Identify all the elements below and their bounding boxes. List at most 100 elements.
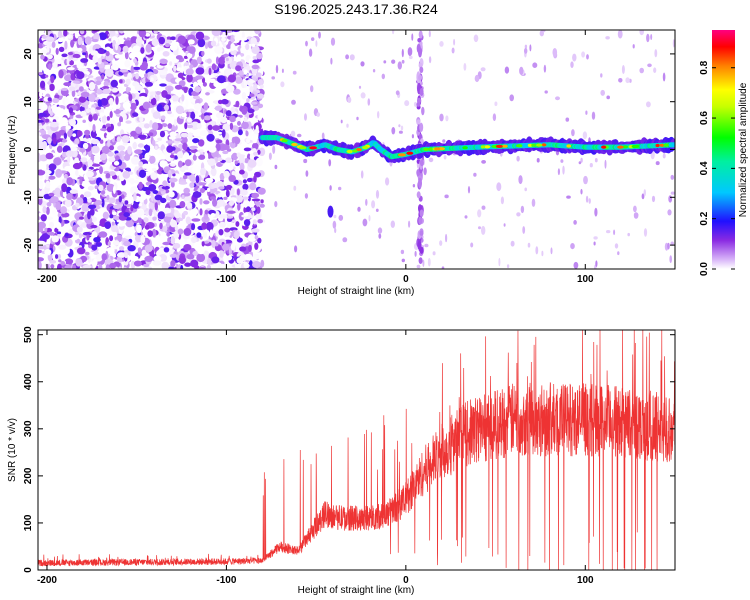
heatmap-blob: [252, 151, 258, 156]
heatmap-blob: [498, 257, 501, 267]
heatmap-blob: [189, 173, 196, 182]
heatmap-blob: [124, 200, 129, 205]
heatmap-blob: [94, 80, 102, 86]
heatmap-blob: [408, 55, 413, 60]
heatmap-blob: [98, 231, 108, 238]
heatmap-blob: [481, 205, 486, 210]
heatmap-blob: [367, 98, 371, 106]
heatmap-blob: [477, 209, 482, 218]
heatmap-blob: [509, 94, 514, 102]
heatmap-blob: [232, 30, 240, 33]
heatmap-blob: [117, 122, 122, 127]
heatmap-blob: [342, 237, 348, 243]
heatmap-blob: [524, 44, 528, 49]
spectrogram-y-label: Frequency (Hz): [7, 116, 18, 185]
heatmap-blob: [178, 255, 186, 264]
heatmap-blob: [251, 228, 260, 233]
heatmap-blob: [106, 178, 111, 184]
signal-peak: [531, 143, 536, 147]
heatmap-blob: [115, 43, 118, 51]
heatmap-blob: [50, 75, 55, 84]
heatmap-blob: [233, 88, 241, 95]
heatmap-blob: [144, 81, 153, 87]
heatmap-blob: [421, 106, 425, 116]
heatmap-blob: [79, 216, 84, 220]
heatmap-blob: [57, 37, 65, 43]
y-tick-label: 400: [23, 373, 34, 390]
heatmap-blob: [606, 95, 610, 100]
heatmap-blob: [184, 122, 188, 130]
signal-peak: [541, 143, 547, 147]
heatmap-blob: [464, 215, 468, 219]
heatmap-blob: [219, 250, 224, 258]
heatmap-blob: [207, 124, 213, 131]
heatmap-blob: [662, 72, 666, 82]
heatmap-blob: [226, 44, 232, 50]
heatmap-blob: [140, 234, 146, 244]
heatmap-blob: [167, 110, 172, 115]
heatmap-blob: [38, 257, 44, 262]
heatmap-blob: [205, 43, 208, 49]
heatmap-blob: [49, 121, 59, 128]
heatmap-blob: [218, 186, 225, 190]
heatmap-blob: [130, 186, 139, 195]
heatmap-blob: [522, 226, 526, 234]
heatmap-blob: [157, 137, 163, 141]
heatmap-blob: [473, 34, 479, 43]
heatmap-blob: [243, 147, 252, 152]
heatmap-blob: [64, 165, 73, 171]
heatmap-blob: [256, 52, 263, 60]
heatmap-blob: [241, 108, 247, 115]
heatmap-blob: [242, 179, 247, 184]
heatmap-blob: [377, 111, 380, 119]
signal-peak: [434, 147, 441, 151]
heatmap-blob: [171, 95, 179, 102]
heatmap-blob: [294, 245, 298, 253]
heatmap-blob: [189, 64, 194, 69]
heatmap-blob: [519, 66, 524, 75]
heatmap-blob: [560, 159, 564, 163]
snr-y-label: SNR (10 * v/v): [7, 418, 18, 482]
heatmap-blob: [76, 62, 84, 70]
heatmap-blob: [204, 151, 209, 161]
heatmap-blob: [186, 117, 192, 123]
heatmap-blob: [44, 118, 50, 123]
heatmap-blob: [591, 111, 596, 120]
heatmap-blob: [48, 192, 55, 197]
heatmap-blob: [45, 36, 55, 42]
heatmap-blob: [418, 177, 422, 189]
heatmap-blob: [197, 38, 206, 48]
heatmap-blob: [104, 221, 112, 229]
heatmap-blob: [130, 102, 137, 111]
heatmap-blob: [93, 258, 98, 266]
signal-peak: [346, 149, 353, 154]
heatmap-blob: [64, 264, 72, 269]
heatmap-blob: [196, 56, 202, 64]
heatmap-blob: [186, 253, 195, 260]
heatmap-blob: [116, 136, 122, 142]
heatmap-blob: [315, 40, 318, 47]
heatmap-blob: [225, 189, 230, 198]
heatmap-blob: [249, 182, 257, 191]
heatmap-blob: [83, 196, 88, 203]
heatmap-blob: [207, 257, 212, 266]
heatmap-blob: [107, 151, 114, 157]
heatmap-blob: [194, 86, 202, 93]
heatmap-blob: [667, 242, 670, 250]
heatmap-blob: [417, 38, 422, 43]
heatmap-blob: [643, 228, 648, 237]
heatmap-blob: [105, 46, 111, 51]
heatmap-blob: [119, 30, 124, 34]
heatmap-blob: [58, 46, 65, 53]
heatmap-blob: [46, 202, 52, 207]
heatmap-blob: [252, 219, 257, 225]
heatmap-blob: [132, 202, 139, 209]
heatmap-blob: [113, 161, 120, 166]
heatmap-blob: [210, 40, 217, 47]
heatmap-blob: [174, 212, 181, 219]
heatmap-blob: [151, 38, 159, 47]
heatmap-blob: [169, 113, 175, 118]
heatmap-blob: [641, 193, 645, 200]
heatmap-blob: [80, 157, 88, 163]
heatmap-blob: [206, 66, 209, 75]
